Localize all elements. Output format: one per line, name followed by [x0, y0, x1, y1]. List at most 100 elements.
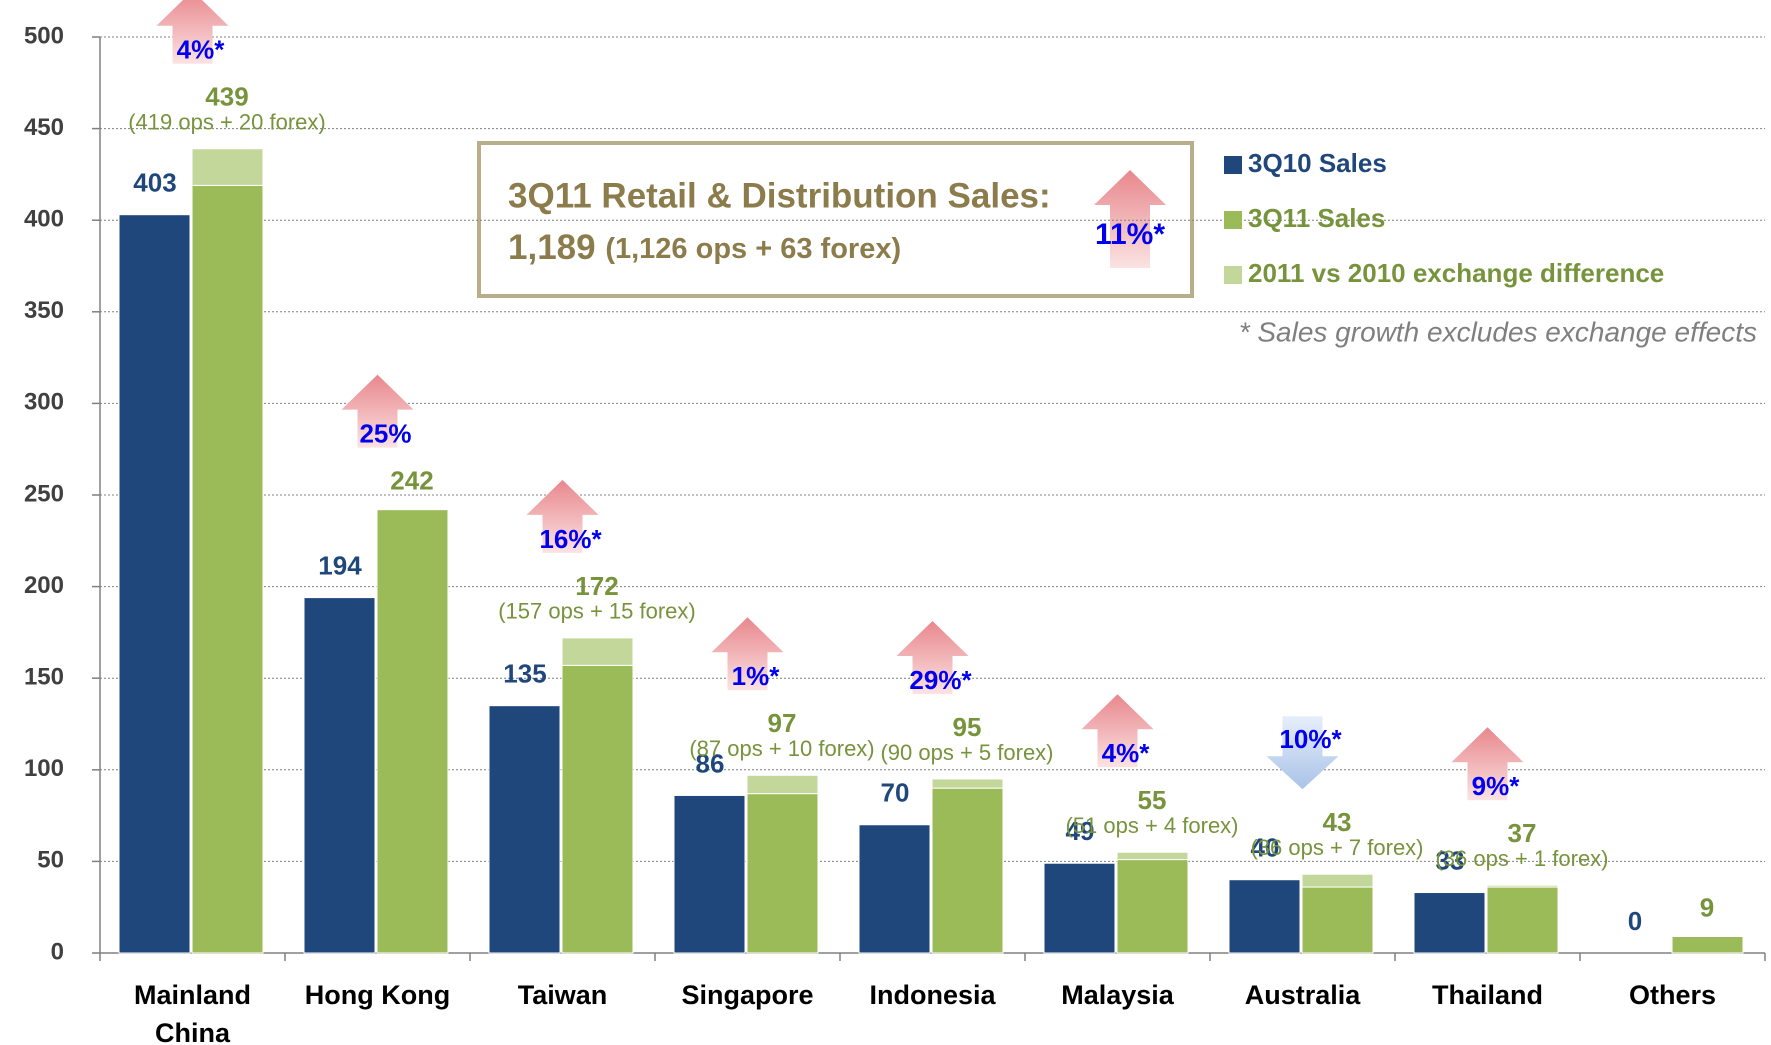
legend-label: 3Q11 Sales: [1248, 203, 1385, 233]
bar: [191, 148, 264, 186]
x-tick-label: Mainland China: [133, 980, 251, 1045]
bar: [303, 597, 376, 954]
growth-label: 29%*: [909, 665, 972, 695]
bar: [561, 664, 634, 954]
y-tick-label: 300: [24, 389, 64, 416]
bar: [931, 778, 1004, 789]
total-label: 9: [1700, 892, 1714, 922]
bar: [1413, 892, 1486, 954]
total-label: 95: [953, 712, 982, 742]
summary-box: [477, 141, 1194, 298]
growth-label: 10%*: [1279, 724, 1342, 754]
legend-label: 2011 vs 2010 exchange difference: [1248, 258, 1664, 288]
value-label: 49: [1066, 816, 1095, 846]
value-label: 135: [503, 659, 546, 689]
total-label: 172: [575, 571, 618, 601]
growth-label: 16%*: [539, 524, 602, 554]
growth-label: 25%: [359, 419, 411, 449]
breakdown-label: (51 ops + 4 forex): [1065, 813, 1238, 838]
x-tick-label: Australia: [1244, 980, 1361, 1010]
x-tick-label: Thailand: [1431, 980, 1543, 1010]
value-label: 0: [1628, 906, 1642, 936]
bar: [488, 705, 561, 954]
bar: [1228, 879, 1301, 954]
x-tick-label: Malaysia: [1061, 980, 1174, 1010]
bar: [376, 509, 449, 954]
total-label: 55: [1138, 785, 1167, 815]
legend-swatch: [1224, 211, 1242, 229]
summary-arrow: [1094, 170, 1166, 268]
value-label: 33: [1436, 845, 1465, 875]
legend-label: 3Q10 Sales: [1248, 148, 1387, 178]
bar: [673, 794, 746, 954]
growth-label: 4%*: [177, 35, 226, 65]
growth-arrow: [1081, 694, 1154, 768]
summary-total-value: 1,189: [508, 228, 596, 267]
total-label: 43: [1323, 807, 1352, 837]
bar: [1116, 859, 1189, 954]
growth-arrow: [711, 617, 784, 691]
x-tick-label: Others: [1628, 980, 1717, 1010]
x-tick-label: Hong Kong: [304, 980, 451, 1010]
total-label: 242: [390, 466, 433, 496]
summary-total: 1,189 (1,126 ops + 63 forex): [508, 228, 901, 267]
y-tick-label: 200: [24, 572, 64, 599]
breakdown-label: (36 ops + 7 forex): [1250, 835, 1423, 860]
y-tick-label: 50: [37, 847, 64, 874]
value-label: 70: [881, 778, 910, 808]
growth-label: 9%*: [1472, 771, 1521, 801]
growth-arrow: [341, 374, 414, 448]
growth-arrow: [896, 620, 969, 694]
bar: [191, 184, 264, 954]
bar: [746, 774, 819, 795]
x-tick-label: Taiwan: [517, 980, 608, 1010]
x-tick-label: Indonesia: [869, 980, 996, 1010]
value-label: 403: [133, 168, 176, 198]
breakdown-label: (157 ops + 15 forex): [498, 599, 696, 624]
value-label: 86: [696, 748, 725, 778]
y-tick-label: 150: [24, 664, 64, 691]
breakdown-label: (419 ops + 20 forex): [128, 110, 326, 135]
bar: [1486, 886, 1559, 954]
y-tick-label: 350: [24, 297, 64, 324]
bar: [561, 637, 634, 666]
bar: [1486, 884, 1559, 888]
legend-swatch: [1224, 156, 1242, 174]
growth-arrow: [526, 479, 599, 553]
total-label: 37: [1508, 818, 1537, 848]
bar: [858, 824, 931, 954]
y-tick-label: 100: [24, 755, 64, 782]
value-label: 40: [1251, 833, 1280, 863]
growth-arrow: [1266, 716, 1339, 790]
bar: [1116, 851, 1189, 861]
bar: [1301, 886, 1374, 954]
bar: [118, 214, 191, 954]
y-tick-label: 0: [51, 938, 64, 965]
growth-label: 1%*: [732, 661, 781, 691]
growth-arrow: [1451, 727, 1524, 801]
breakdown-label: (90 ops + 5 forex): [880, 740, 1053, 765]
y-tick-label: 500: [24, 22, 64, 49]
total-label: 439: [205, 82, 248, 112]
legend-swatch: [1224, 266, 1242, 284]
bar: [746, 793, 819, 954]
y-tick-label: 250: [24, 480, 64, 507]
breakdown-label: (87 ops + 10 forex): [689, 736, 874, 761]
x-tick-label: Singapore: [681, 980, 814, 1010]
bar: [931, 787, 1004, 954]
summary-detail: (1,126 ops + 63 forex): [605, 233, 901, 265]
growth-label: 4%*: [1102, 738, 1151, 768]
value-label: 194: [318, 550, 362, 580]
footnote: * Sales growth excludes exchange effects: [1239, 316, 1757, 347]
bar: [1043, 862, 1116, 954]
breakdown-label: (36 ops + 1 forex): [1435, 846, 1608, 871]
bar: [1671, 936, 1744, 954]
growth-arrow: [156, 0, 229, 64]
y-tick-label: 450: [24, 114, 64, 141]
summary-growth: 11%*: [1095, 218, 1165, 251]
bar: [1301, 873, 1374, 888]
summary-title: 3Q11 Retail & Distribution Sales:: [508, 176, 1051, 215]
total-label: 97: [768, 708, 797, 738]
